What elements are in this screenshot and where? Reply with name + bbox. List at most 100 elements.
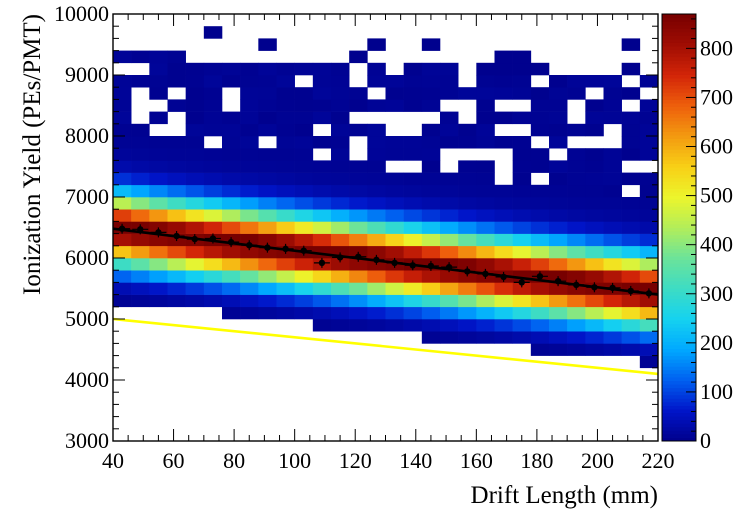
heatmap-cell <box>549 319 568 332</box>
heatmap-cell <box>149 87 168 100</box>
heatmap-cell <box>494 87 513 100</box>
heatmap-cell <box>149 136 168 149</box>
fit-layer <box>112 227 659 376</box>
heatmap-cell <box>131 50 150 64</box>
heatmap-cell <box>294 209 314 222</box>
heatmap-cell <box>403 270 423 283</box>
colorbar-segment <box>662 366 696 371</box>
colorbar-frame <box>661 13 697 442</box>
heatmap-cell <box>331 319 350 332</box>
colorbar-segment <box>662 394 696 399</box>
heatmap-cell <box>458 209 477 222</box>
heatmap-cell <box>294 233 314 247</box>
heatmap-cell <box>585 270 604 283</box>
heatmap-cell <box>549 343 568 356</box>
heatmap-cell <box>421 221 441 234</box>
heatmap-cell <box>512 184 532 198</box>
heatmap-cell <box>276 221 295 234</box>
heatmap-cell <box>349 233 368 247</box>
heatmap-cell <box>512 50 532 64</box>
heatmap-cell <box>203 75 223 88</box>
heatmap-cell <box>367 99 386 112</box>
heatmap-cell <box>240 87 259 100</box>
x-tick-label: 100 <box>278 448 311 473</box>
heatmap-cell <box>494 209 513 222</box>
heatmap-cell <box>585 331 604 344</box>
heatmap-cell <box>421 160 441 173</box>
heatmap-cell <box>331 184 350 198</box>
heatmap-cell <box>421 197 441 210</box>
heatmap-cell <box>222 160 241 173</box>
heatmap-cell <box>331 99 350 112</box>
heatmap-cell <box>440 306 459 320</box>
heatmap-cell <box>530 209 550 222</box>
heatmap-cell <box>494 75 513 88</box>
y-axis-title: Ionization Yield (PEs/PMT) <box>19 14 46 295</box>
heatmap-cell <box>167 282 186 295</box>
heatmap-cell <box>494 294 513 308</box>
heatmap-cell <box>203 294 223 308</box>
heatmap-cell <box>621 62 641 76</box>
x-tick-label: 180 <box>520 448 553 473</box>
heatmap-cell <box>476 111 495 125</box>
heatmap-cell <box>349 99 368 112</box>
colorbar-segment <box>662 99 696 104</box>
heatmap-cell <box>621 38 641 51</box>
heatmap-cell <box>349 172 368 186</box>
heatmap-cell <box>203 282 223 295</box>
heatmap-cell <box>585 245 604 259</box>
heatmap-cell <box>639 258 659 271</box>
heatmap-cell <box>567 87 586 100</box>
heatmap-cell <box>549 209 568 222</box>
heatmap-cell <box>603 258 622 271</box>
heatmap-cell <box>421 184 441 198</box>
heatmap-cell <box>512 306 532 320</box>
heatmap-cell <box>603 294 622 308</box>
colorbar-segment <box>662 231 696 236</box>
heatmap-cell <box>549 233 568 247</box>
heatmap-cell <box>167 75 186 88</box>
heatmap-cell <box>458 123 477 137</box>
colorbar-segment <box>662 174 696 179</box>
heatmap-cell <box>512 62 532 76</box>
colorbar-segment <box>662 163 696 168</box>
heatmap-cell <box>603 209 622 222</box>
heatmap-cell <box>312 270 332 283</box>
heatmap-cell <box>131 148 150 161</box>
heatmap-cell <box>385 221 404 234</box>
heatmap-cell <box>203 99 223 112</box>
heatmap-cell <box>621 221 641 234</box>
heatmap-cell <box>530 123 550 137</box>
heatmap-cell <box>567 343 586 356</box>
colorbar-segment <box>662 270 696 275</box>
heatmap-cell <box>476 160 495 173</box>
heatmap-cell <box>603 331 622 344</box>
heatmap-cell <box>385 270 404 283</box>
heatmap-cell <box>567 75 586 88</box>
colorbar-segment <box>662 341 696 346</box>
heatmap-cell <box>403 75 423 88</box>
heatmap-cell <box>621 245 641 259</box>
heatmap-cell <box>603 221 622 234</box>
heatmap-cell <box>512 197 532 210</box>
heatmap-cell <box>639 123 659 137</box>
heatmap-cell <box>549 160 568 173</box>
heatmap-cell <box>294 197 314 210</box>
heatmap-cell <box>367 160 386 173</box>
heatmap-cell <box>294 99 314 112</box>
colorbar-segment <box>662 28 696 33</box>
heatmap-cell <box>203 62 223 76</box>
heatmap-cell <box>549 184 568 198</box>
x-axis: 40 60 80 100 120 140 160 180 200 220 <box>102 14 675 473</box>
heatmap-cell <box>294 294 314 308</box>
heatmap-cell <box>203 197 223 210</box>
heatmap-cell <box>603 99 622 112</box>
colorbar-segment <box>662 359 696 364</box>
heatmap-cell <box>113 197 132 210</box>
heatmap-cell <box>512 319 532 332</box>
heatmap-cell <box>549 282 568 295</box>
profile-point <box>409 262 416 269</box>
heatmap-cell <box>167 209 186 222</box>
heatmap-cell <box>131 197 150 210</box>
heatmap-cell <box>167 148 186 161</box>
